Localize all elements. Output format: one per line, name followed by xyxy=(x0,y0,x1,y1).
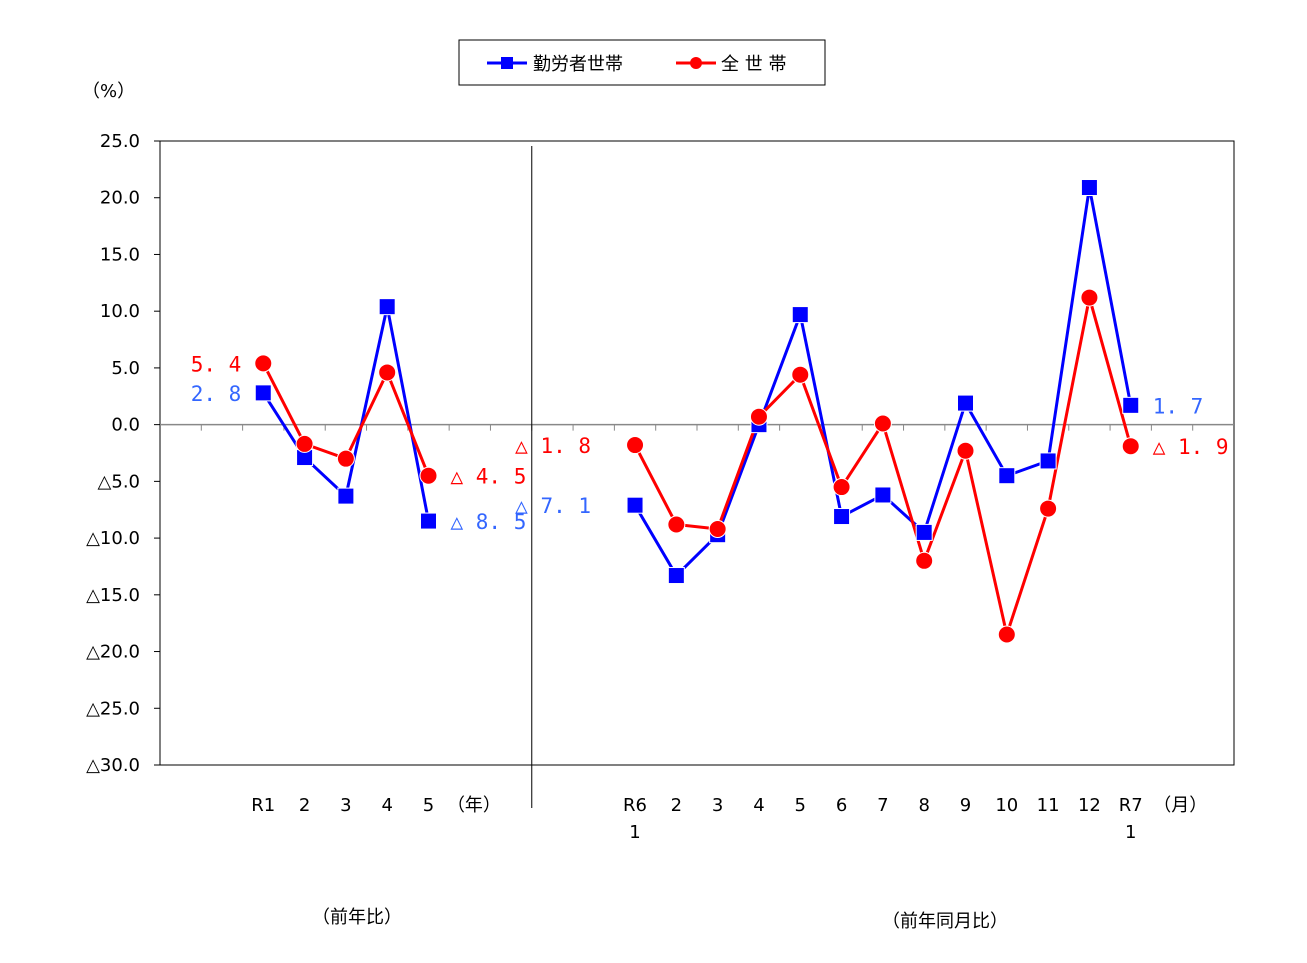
plot-area xyxy=(159,140,1235,766)
data-point-square xyxy=(1039,452,1057,470)
data-point-square xyxy=(420,512,437,530)
data-point-circle xyxy=(1039,499,1058,518)
data-point-square xyxy=(667,567,685,585)
data-point-circle xyxy=(254,354,273,373)
x-tick-label: R6 xyxy=(623,795,647,816)
data-label: 1. 7 xyxy=(1153,394,1204,418)
data-point-circle xyxy=(295,434,314,453)
x-tick-label: 3 xyxy=(340,795,351,816)
data-point-square xyxy=(874,486,892,504)
x-tick-label: 4 xyxy=(381,795,392,816)
x-tick-label: 10 xyxy=(995,795,1018,816)
y-tick-label: △10.0 xyxy=(86,528,140,549)
data-point-circle xyxy=(1121,437,1140,456)
y-tick-label: △30.0 xyxy=(86,755,140,776)
unit-label: （%） xyxy=(82,81,135,102)
y-tick-label: △15.0 xyxy=(86,585,140,606)
x-tick-label: 2 xyxy=(671,795,682,816)
y-tick-label: △25.0 xyxy=(86,698,140,719)
y-tick-label: 0.0 xyxy=(111,415,140,436)
series-line xyxy=(633,187,1133,578)
data-point-circle xyxy=(791,365,810,384)
x-tick-label: 11 xyxy=(1037,795,1060,816)
x-tick-label: 6 xyxy=(836,795,847,816)
legend-label: 全 世 帯 xyxy=(721,54,786,75)
data-point-square xyxy=(957,394,974,412)
data-label: △ 8. 5 xyxy=(451,510,527,534)
data-point-square xyxy=(254,384,272,402)
y-tick-label: 10.0 xyxy=(100,301,140,322)
data-point-square xyxy=(915,523,933,541)
x-tick-label: 5 xyxy=(423,795,434,816)
data-point-circle xyxy=(832,478,851,497)
data-point-square xyxy=(626,496,644,514)
x-tick-label: R1 xyxy=(251,795,275,816)
data-label: △ 1. 9 xyxy=(1153,435,1229,459)
data-point-square xyxy=(337,487,355,505)
data-point-circle xyxy=(708,520,727,539)
data-point-circle xyxy=(336,449,355,468)
legend-marker-circle xyxy=(690,57,702,69)
data-point-circle xyxy=(997,625,1016,644)
data-label: △ 1. 8 xyxy=(515,434,591,458)
data-point-circle xyxy=(749,407,768,426)
data-label: 2. 8 xyxy=(191,382,242,406)
x-tick-label: 8 xyxy=(918,795,929,816)
x-tick-label: R7 xyxy=(1119,795,1143,816)
x-tick-label: 3 xyxy=(712,795,723,816)
legend-marker-square xyxy=(501,57,513,69)
y-tick-label: △20.0 xyxy=(86,642,140,663)
x-tick-label: 1 xyxy=(629,822,640,843)
data-point-circle xyxy=(915,551,934,570)
x-tick-label: 12 xyxy=(1078,795,1101,816)
data-label: 5. 4 xyxy=(191,352,242,376)
panel-caption: （前年比） xyxy=(312,907,402,928)
data-point-square xyxy=(1122,396,1140,414)
y-tick-label: 25.0 xyxy=(100,131,140,152)
y-tick-label: 20.0 xyxy=(100,188,140,209)
data-point-square xyxy=(998,467,1016,485)
data-point-circle xyxy=(378,363,397,382)
y-tick-label: 15.0 xyxy=(100,244,140,265)
data-point-circle xyxy=(1080,288,1099,307)
x-tick-label: 9 xyxy=(960,795,971,816)
x-tick-label: 7 xyxy=(877,795,888,816)
x-tick-label: 1 xyxy=(1125,822,1136,843)
panel-caption: （前年同月比） xyxy=(882,911,1008,932)
y-tick-label: 5.0 xyxy=(111,358,140,379)
data-point-circle xyxy=(626,436,645,455)
data-point-square xyxy=(378,298,396,316)
legend-label: 勤労者世帯 xyxy=(533,54,623,75)
data-point-circle xyxy=(956,441,975,460)
x-tick-label: 5 xyxy=(795,795,806,816)
x-tick-label: 2 xyxy=(299,795,310,816)
x-unit-label: （月） xyxy=(1153,795,1207,816)
data-point-circle xyxy=(667,515,686,534)
y-tick-label: △5.0 xyxy=(98,471,140,492)
data-label: △ 4. 5 xyxy=(451,465,527,489)
data-point-square xyxy=(833,508,851,526)
x-tick-label: 4 xyxy=(753,795,764,816)
data-point-circle xyxy=(873,414,892,433)
data-label: △ 7. 1 xyxy=(515,494,591,518)
data-point-square xyxy=(791,306,809,324)
x-unit-label: （年） xyxy=(447,795,501,816)
data-point-circle xyxy=(419,466,438,485)
data-point-square xyxy=(1080,179,1098,197)
